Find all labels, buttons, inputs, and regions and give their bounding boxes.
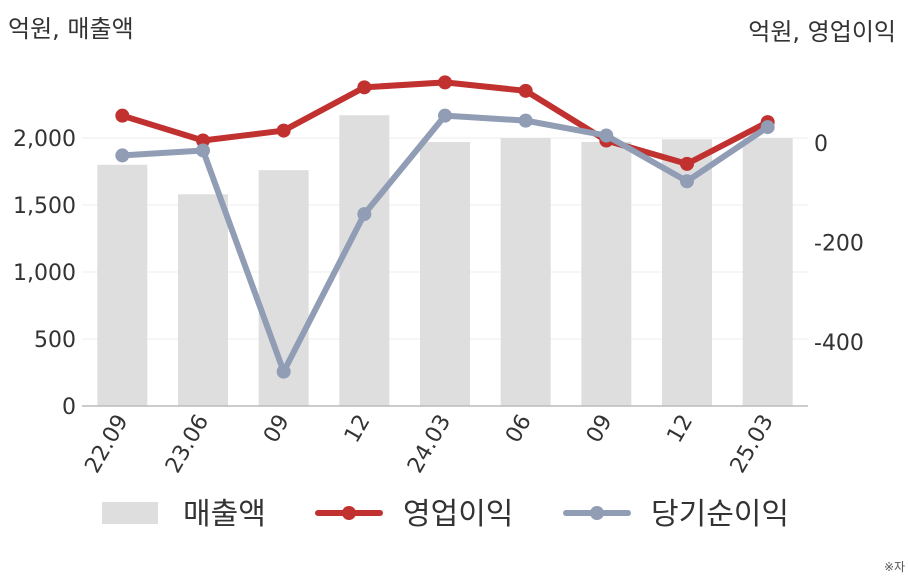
right-axis-unit: 억원, 영업이익	[748, 18, 896, 46]
left-axis-unit: 억원, 매출액	[8, 15, 134, 43]
series-point	[276, 364, 291, 379]
series-point	[115, 108, 130, 123]
x-tick-label: 09	[582, 411, 618, 448]
legend: 매출액 영업이익 당기순이익	[102, 497, 789, 532]
bar	[581, 142, 632, 406]
legend-swatch-point	[590, 506, 604, 520]
legend-swatch-point	[342, 506, 356, 520]
series-point	[518, 113, 533, 128]
left-tick-label: 1,500	[13, 194, 76, 219]
series-point	[680, 174, 694, 189]
line-series	[115, 75, 775, 379]
legend-label: 당기순이익	[651, 497, 789, 532]
x-tick-label: 09	[259, 411, 295, 448]
bar	[97, 164, 148, 406]
x-tick-label: 24.03	[403, 411, 456, 478]
left-tick-label: 0	[62, 395, 76, 420]
left-tick-label: 1,000	[13, 261, 76, 286]
bar-series	[97, 115, 793, 406]
legend-label: 매출액	[183, 497, 266, 532]
series-point	[115, 148, 130, 163]
bar	[339, 115, 390, 406]
series-point	[518, 83, 533, 98]
bar	[420, 142, 470, 406]
left-tick-label: 2,000	[13, 127, 76, 152]
series-point	[760, 120, 775, 135]
series-point	[357, 207, 372, 222]
bar	[742, 138, 793, 406]
series-point	[196, 143, 210, 158]
x-tick-label: 22.09	[80, 411, 133, 478]
series-point	[196, 133, 210, 148]
legend-label: 영업이익	[403, 497, 513, 532]
series-point	[438, 108, 452, 123]
bar	[178, 194, 228, 406]
series-point	[599, 128, 614, 143]
x-tick-label: 12	[340, 411, 376, 448]
series-point	[680, 156, 694, 171]
series-point	[438, 75, 452, 90]
x-tick-label: 23.06	[161, 411, 214, 478]
source-note: ※자	[884, 560, 905, 574]
x-tick-label: 12	[663, 411, 699, 448]
right-tick-label: 0	[814, 132, 828, 157]
x-tick-label: 06	[501, 411, 537, 448]
x-tick-label: 25.03	[726, 411, 779, 478]
series-point	[357, 80, 372, 95]
series-point	[276, 123, 291, 138]
legend-swatch-bar	[102, 502, 158, 524]
right-tick-label: -400	[814, 331, 864, 356]
bar	[500, 138, 551, 406]
left-tick-label: 500	[34, 328, 76, 353]
right-tick-label: -200	[814, 231, 864, 256]
